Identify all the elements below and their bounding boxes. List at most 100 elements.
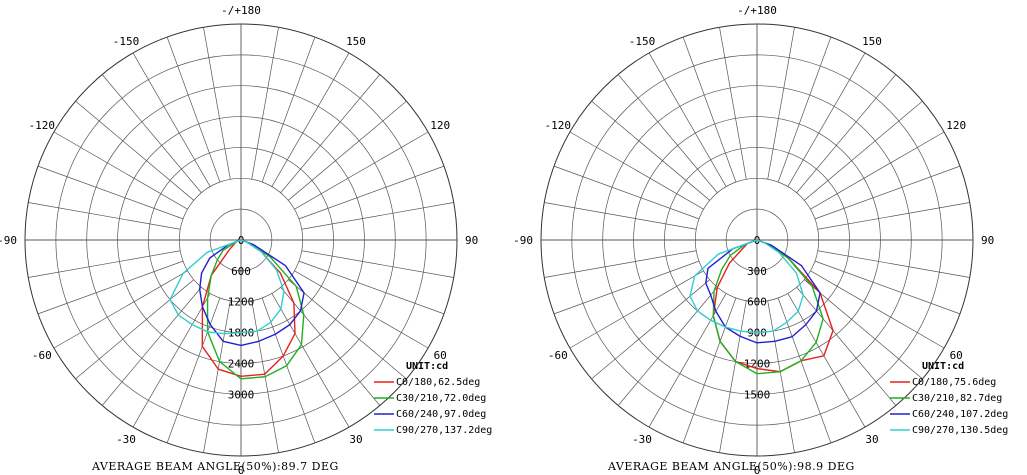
grid-spoke [288,279,407,380]
grid-spoke [648,52,727,187]
legend-entry: C0/180,62.5deg [396,377,480,388]
radial-tick-label: 3000 [228,388,255,401]
grid-spoke [166,297,221,444]
grid-spoke [53,270,188,349]
grid-spoke [271,52,350,187]
grid-spoke [298,260,445,315]
radial-tick-label: 600 [231,265,251,278]
angle-label: 120 [946,119,966,132]
legend-entry: C60/240,97.0deg [396,409,486,420]
grid-spoke [298,165,445,220]
radial-tick-label: 2400 [228,357,255,370]
grid-spoke [569,270,704,349]
grid-spoke [132,293,211,428]
grid-spoke [75,279,194,380]
grid-spoke [617,287,718,406]
legend-entry: C30/210,82.7deg [912,393,1002,404]
series-curve-0 [712,239,834,373]
grid-spoke [591,100,710,201]
grid-spoke [682,297,737,444]
grid-spoke [617,74,718,193]
legend: UNIT:cd C0/180,75.6deg C30/210,82.7deg C60/… [890,361,1008,436]
legend-entry: C30/210,72.0deg [396,393,486,404]
grid-spoke [271,293,350,428]
angle-label: 30 [865,433,878,446]
angle-label: -150 [113,35,140,48]
grid-spoke [569,131,704,210]
grid-spoke [767,27,795,180]
beam-angle-footer: AVERAGE BEAM ANGLE(50%):98.9 DEG [607,460,855,473]
grid-spoke [787,52,866,187]
angle-label: -/+180 [221,4,261,17]
grid-spoke [553,165,700,220]
grid-spoke [101,287,202,406]
angle-label: 60 [434,349,447,362]
grid-spoke [810,270,945,349]
series-curve-3 [169,239,285,335]
angle-label: -30 [116,433,136,446]
grid-spoke [817,202,970,230]
grid-spoke [294,270,429,349]
grid-spoke [37,165,184,220]
radial-tick-label: 1500 [744,388,771,401]
grid-spoke [719,300,747,453]
grid-spoke [719,27,747,180]
grid-spoke [301,250,454,278]
legend-entry: C90/270,137.2deg [396,425,492,436]
polar-chart-right: -/+1801501209060300-30-60-90-120-1500300… [513,4,1008,475]
grid-spoke [28,250,181,278]
grid-spoke [796,287,897,406]
angle-label: -60 [32,349,52,362]
grid-spoke [591,279,710,380]
grid-spoke [682,36,737,183]
grid-spoke [810,131,945,210]
angle-label: 120 [430,119,450,132]
angle-label: 150 [346,35,366,48]
grid-spoke [203,300,231,453]
grid-spoke [544,250,697,278]
grid-spoke [814,165,961,220]
radial-tick-label: 600 [747,296,767,309]
angle-label: 90 [465,234,478,247]
unit-label: UNIT:cd [922,361,964,372]
grid-spoke [804,100,923,201]
grid-spoke [544,202,697,230]
grid-spoke [203,27,231,180]
series-curve-2 [705,239,821,344]
grid-spoke [288,100,407,201]
polar-grid [540,23,974,457]
legend-entry: C0/180,75.6deg [912,377,996,388]
grid-spoke [767,300,795,453]
angle-label: -120 [29,119,56,132]
grid-spoke [53,131,188,210]
grid-spoke [294,131,429,210]
angle-label: -60 [548,349,568,362]
radial-tick-label: 300 [747,265,767,278]
grid-spoke [280,287,381,406]
series-curve-1 [206,239,305,380]
grid-spoke [553,260,700,315]
angle-label: -120 [545,119,572,132]
grid-spoke [251,27,279,180]
angle-label: 0 [238,464,245,475]
grid-spoke [796,74,897,193]
radial-tick-label: 1200 [228,296,255,309]
grid-spoke [37,260,184,315]
grid-spoke [804,279,923,380]
grid-spoke [787,293,866,428]
grid-spoke [777,36,832,183]
angle-label: -90 [513,234,533,247]
grid-spoke [28,202,181,230]
angle-label: 60 [950,349,963,362]
angle-label: -150 [629,35,656,48]
angle-label: 150 [862,35,882,48]
legend-entry: C60/240,107.2deg [912,409,1008,420]
series-curve-1 [712,239,824,375]
grid-spoke [132,52,211,187]
angle-label: -90 [0,234,17,247]
series-curve-3 [689,239,804,334]
series-curve-2 [198,239,305,347]
polar-grid [24,23,458,457]
legend: UNIT:cd C0/180,62.5deg C30/210,72.0deg C60/… [374,361,492,436]
